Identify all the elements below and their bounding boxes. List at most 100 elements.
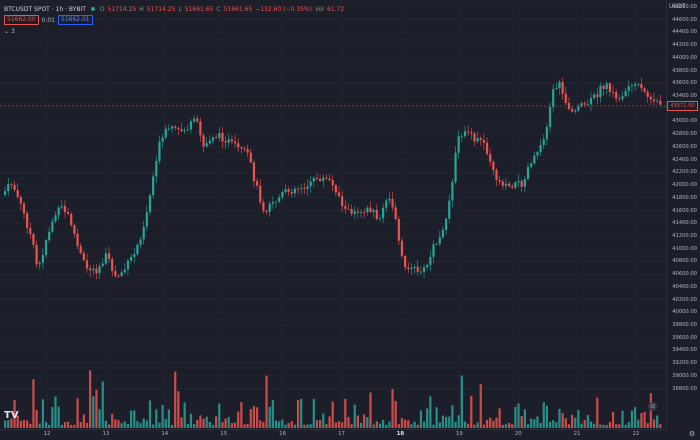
candle-body (640, 84, 643, 89)
candle-body (448, 200, 451, 219)
candle-body (624, 90, 627, 97)
time-axis[interactable]: 12 13 14 15 16 17 18 19 20 21 22 (0, 429, 667, 440)
candle-body (38, 262, 41, 265)
volume-bar (155, 409, 158, 428)
candle-body (296, 188, 300, 190)
price-tick-label: 43000.00 (672, 118, 697, 125)
price-axis[interactable]: USDT 44800.00 44600.00 44400.00 44200.00 440… (666, 0, 700, 429)
price-tick-label: 42200.00 (672, 169, 697, 176)
candle-body (416, 266, 419, 272)
volume-bar (473, 424, 476, 428)
candle-body (167, 128, 170, 130)
volume-bar (331, 401, 334, 428)
volume-bar (290, 421, 293, 428)
volume-bar (44, 421, 48, 428)
candle-body (180, 129, 183, 132)
volume-bar (306, 424, 309, 428)
volume-bar (498, 408, 501, 428)
candle-body (460, 136, 463, 137)
volume-bar (221, 422, 224, 428)
high-label: H (139, 5, 144, 13)
volume-bar (511, 424, 514, 428)
volume-bar (577, 410, 580, 428)
candle-body (542, 139, 545, 146)
volume-bar (400, 418, 404, 428)
candle-body (252, 162, 256, 182)
candle-body (328, 178, 331, 181)
candle-body (608, 83, 611, 92)
candle-body (35, 244, 38, 265)
candle-body (186, 129, 189, 131)
candle-body (4, 191, 7, 195)
volume-bar (441, 415, 445, 428)
volume-bar (583, 420, 586, 428)
price-tick-label: 39400.00 (672, 347, 697, 354)
candle-body (136, 244, 139, 255)
price-tick-label: 40400.00 (672, 283, 697, 290)
symbol-label[interactable]: BTCUSDT SPOT · 1h · BYBIT (4, 5, 86, 13)
volume-bar (545, 405, 548, 428)
candle-body (470, 132, 473, 134)
price-chart[interactable] (0, 0, 667, 429)
volume-bar (233, 422, 237, 428)
sell-price-button[interactable]: 51662.00 (4, 15, 39, 25)
gear-icon[interactable]: ⚙ (688, 430, 696, 438)
candle-body (580, 103, 583, 107)
volume-bar (489, 417, 492, 428)
volume-bar (476, 422, 479, 428)
price-tick-label: 40600.00 (672, 271, 697, 278)
volume-bar (120, 423, 123, 428)
volume-bar (133, 410, 136, 428)
volume-bar (353, 404, 356, 428)
candle-body (596, 94, 599, 98)
volume-bar (611, 411, 615, 428)
volume-bar (451, 405, 454, 428)
volume-bar (70, 424, 73, 428)
volume-bar (574, 417, 577, 428)
high-value: 51714.25 (146, 5, 176, 13)
candle-body (501, 181, 504, 186)
volume-bar (634, 407, 637, 428)
volume-bar (586, 415, 589, 428)
volume-bar (385, 424, 388, 428)
candle-body (435, 243, 438, 245)
volume-bar (164, 419, 167, 428)
symbol-legend: BTCUSDT SPOT · 1h · BYBIT O 51714.25 H 517… (4, 3, 344, 15)
volume-bar (552, 420, 555, 428)
volume-bar (309, 424, 312, 428)
volume-bar (4, 420, 7, 428)
candle-body (139, 239, 142, 245)
volume-bar (382, 419, 385, 428)
time-tick-label: 19 (455, 431, 463, 437)
volume-bar (38, 423, 41, 428)
volume-bar (325, 424, 328, 428)
candle-body (331, 180, 334, 186)
auto-scale-button[interactable]: ⊙ (648, 402, 657, 411)
candle-body (249, 152, 252, 163)
volume-bar (63, 422, 67, 428)
change-value: −152.60 (−0.35%) (255, 5, 312, 13)
volume-bar (608, 422, 611, 428)
candle-body (341, 196, 344, 207)
indicators-toggle[interactable]: ⌄ 3 (4, 28, 15, 35)
volume-bar (274, 420, 278, 428)
candle-body (634, 84, 637, 86)
candle-body (60, 205, 63, 208)
volume-bar (375, 421, 378, 428)
buy-price-button[interactable]: 51662.01 (58, 15, 93, 25)
volume-bar (281, 419, 284, 428)
price-tick-label: 42800.00 (672, 131, 697, 138)
candle-body (230, 139, 233, 142)
volume-bar (7, 420, 10, 428)
candle-body (221, 132, 224, 142)
candle-body (309, 181, 312, 187)
candle-body (627, 86, 630, 91)
candle-body (16, 189, 19, 197)
volume-bar (359, 422, 363, 428)
tradingview-logo[interactable]: TV (4, 410, 19, 421)
volume-bar (300, 398, 303, 428)
volume-bar (268, 406, 271, 428)
price-tick-label: 42600.00 (672, 143, 697, 150)
volume-bar (230, 423, 233, 428)
